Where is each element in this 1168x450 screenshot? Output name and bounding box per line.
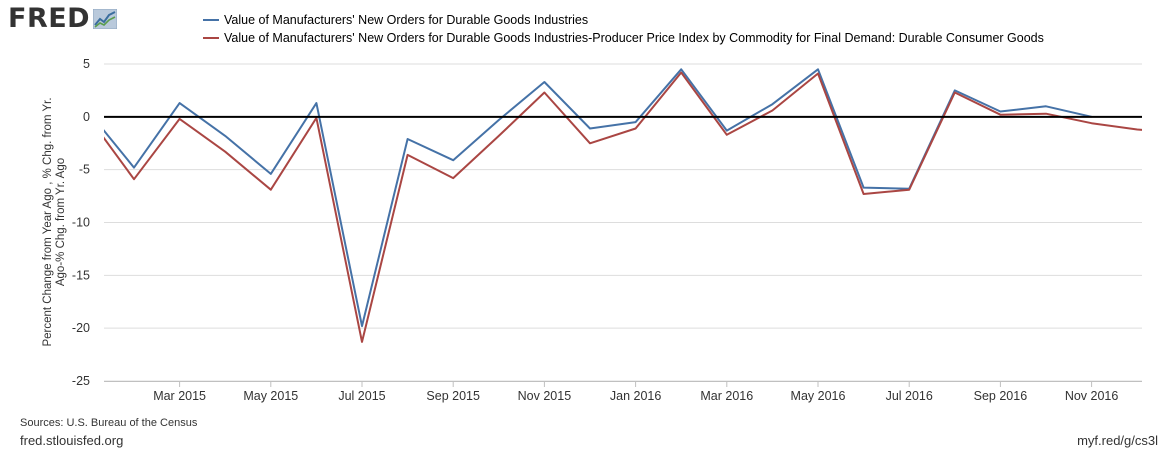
x-tick-label: May 2016 (791, 389, 846, 403)
y-ticks-layer: 5 0 -5 -10 -15 -20 -25 (72, 57, 90, 388)
y-tick-label: -25 (72, 374, 90, 388)
x-tick-label: Jul 2015 (338, 389, 385, 403)
y-tick-label: -5 (79, 163, 90, 177)
fred-logo-text: FRED (8, 3, 91, 34)
fred-logo[interactable]: FRED (8, 3, 118, 34)
legend-item-series-2[interactable]: Value of Manufacturers' New Orders for D… (203, 29, 1044, 47)
site-link[interactable]: fred.stlouisfed.org (20, 433, 124, 448)
legend-item-series-1[interactable]: Value of Manufacturers' New Orders for D… (203, 11, 1044, 29)
x-tick-label: Nov 2016 (1065, 389, 1119, 403)
x-ticks-layer: Mar 2015 May 2015 Jul 2015 Sep 2015 Nov 2015… (153, 381, 1118, 403)
y-tick-label: -20 (72, 321, 90, 335)
legend-swatch-series-1 (203, 19, 219, 21)
x-tick-label: Jan 2016 (610, 389, 661, 403)
x-tick-label: Nov 2015 (518, 389, 572, 403)
x-tick-label: May 2015 (243, 389, 298, 403)
y-tick-label: -15 (72, 268, 90, 282)
x-tick-label: Sep 2015 (426, 389, 480, 403)
y-tick-label: -10 (72, 216, 90, 230)
x-tick-label: Mar 2016 (700, 389, 753, 403)
chart-legend: Value of Manufacturers' New Orders for D… (203, 11, 1044, 47)
grid-layer (104, 63, 1142, 382)
legend-label-series-2: Value of Manufacturers' New Orders for D… (224, 31, 1044, 45)
series-layer (88, 68, 1164, 343)
legend-label-series-1: Value of Manufacturers' New Orders for D… (224, 13, 589, 27)
series-line-1[interactable] (88, 68, 1092, 328)
y-tick-label: 5 (83, 57, 90, 71)
y-tick-label: 0 (83, 110, 90, 124)
x-tick-label: Jul 2016 (886, 389, 933, 403)
x-tick-label: Sep 2016 (974, 389, 1028, 403)
legend-swatch-series-2 (203, 37, 219, 39)
series-line-2[interactable] (88, 71, 1164, 343)
source-note: Sources: U.S. Bureau of the Census (20, 417, 198, 429)
short-url-link[interactable]: myf.red/g/cs3l (1077, 433, 1158, 448)
fred-chart-icon (93, 9, 118, 29)
x-tick-label: Mar 2015 (153, 389, 206, 403)
